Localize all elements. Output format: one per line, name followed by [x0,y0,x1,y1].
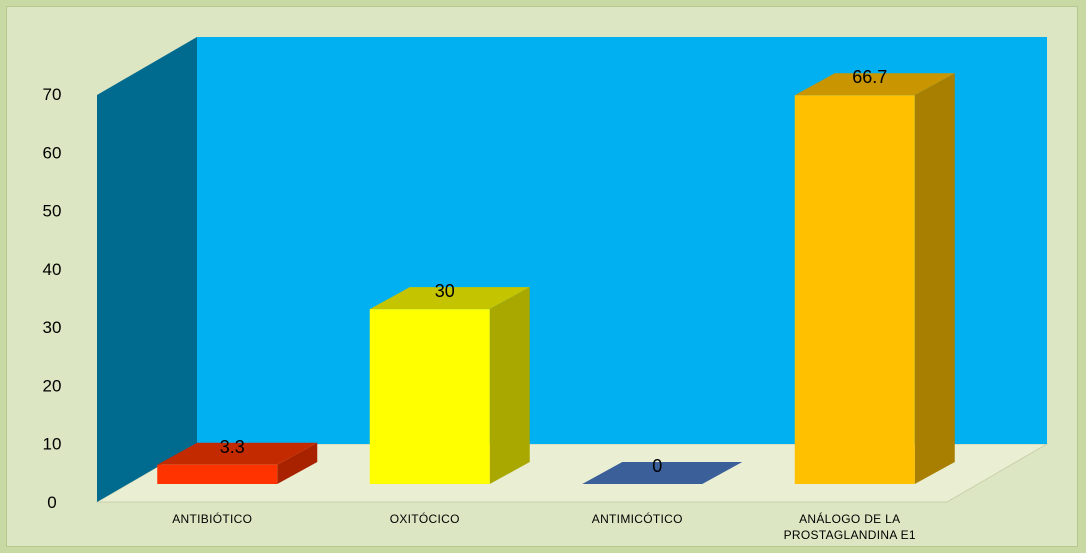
x-tick-label: ANTIBIÓTICO [172,511,252,526]
bar-side [277,442,318,484]
bar-side [914,73,955,484]
bar-top [794,73,955,96]
data-label: 30 [435,281,455,301]
bar [369,309,490,484]
x-tick-label: OXITÓCICO [390,511,460,526]
chart-side-wall [97,37,197,502]
bar [157,464,278,484]
data-label: 3.3 [220,437,245,457]
y-tick-label: 10 [43,435,62,454]
x-tick-label: ANÁLOGO DE LA [799,511,900,526]
data-label: 66.7 [852,67,887,87]
bar [794,95,915,484]
bar-top [369,287,530,310]
data-label: 0 [652,456,662,476]
bar-side [489,287,530,484]
y-tick-label: 40 [43,260,62,279]
y-tick-label: 50 [43,202,62,221]
y-tick-label: 70 [43,85,62,104]
x-tick-label: PROSTAGLANDINA E1 [784,528,916,542]
y-tick-label: 20 [43,376,62,395]
y-tick-label: 30 [43,318,62,337]
y-tick-label: 0 [47,493,56,512]
x-tick-label: ANTIMICÓTICO [592,511,683,526]
bar-top [157,442,318,465]
bar [582,462,743,484]
y-tick-label: 60 [43,143,62,162]
